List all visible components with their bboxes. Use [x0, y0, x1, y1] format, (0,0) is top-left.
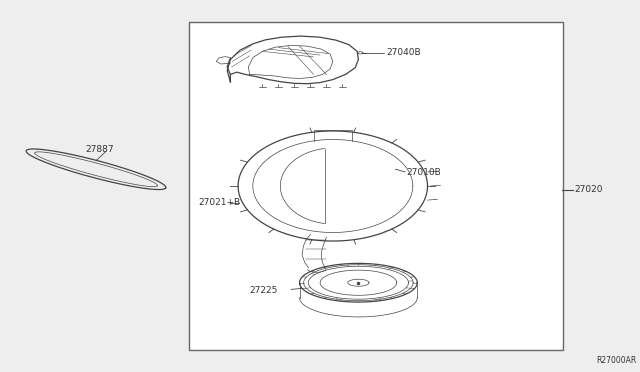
- Text: R27000AR: R27000AR: [596, 356, 637, 365]
- Text: 27225: 27225: [250, 286, 278, 295]
- Bar: [189, 22, 563, 350]
- Text: 27010B: 27010B: [406, 168, 441, 177]
- Text: 27040B: 27040B: [386, 48, 420, 57]
- Text: 27021+B: 27021+B: [198, 198, 241, 207]
- Text: 27020: 27020: [575, 185, 604, 194]
- Text: 27887: 27887: [85, 145, 114, 154]
